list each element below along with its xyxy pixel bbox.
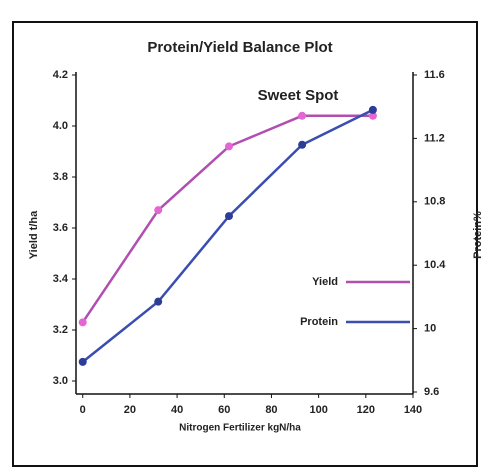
point [78, 357, 87, 366]
point [154, 206, 163, 215]
x-tick-label: 100 [309, 404, 327, 416]
x-tick-label: 60 [218, 404, 230, 416]
y2-tick-label: 9.6 [424, 386, 439, 398]
y2-axis-label: Protein% [472, 211, 484, 259]
y-tick-label: 3.6 [53, 222, 68, 234]
x-tick-label: 40 [171, 404, 183, 416]
y-tick-label: 3.2 [53, 324, 68, 336]
y-tick-label: 3.0 [53, 375, 68, 387]
x-axis-label: Nitrogen Fertilizer kgN/ha [179, 423, 301, 434]
y2-tick-label: 11.2 [424, 132, 445, 144]
x-tick-label: 140 [404, 404, 422, 416]
point [154, 297, 163, 306]
y-tick-label: 4.0 [53, 120, 68, 132]
x-tick-label: 0 [80, 404, 86, 416]
point [224, 212, 233, 221]
point [368, 105, 377, 114]
frame [12, 21, 478, 467]
y-tick-label: 4.2 [53, 69, 68, 81]
y2-tick-label: 11.6 [424, 69, 445, 81]
point [298, 111, 307, 120]
point [298, 140, 307, 149]
y-tick-label: 3.4 [53, 273, 69, 285]
x-tick-label: 80 [265, 404, 277, 416]
y-tick-label: 3.8 [53, 171, 68, 183]
point [78, 318, 87, 327]
x-tick-label: 20 [124, 404, 136, 416]
legend-label: Protein [300, 316, 338, 328]
point [224, 142, 233, 151]
legend-label: Yield [312, 276, 338, 288]
chart-title: Protein/Yield Balance Plot [147, 39, 332, 56]
x-tick-label: 120 [357, 404, 375, 416]
y2-tick-label: 10 [424, 323, 436, 335]
point [368, 111, 377, 120]
y-axis-label: Yield t/ha [28, 210, 40, 259]
annotation: Sweet Spot [258, 87, 339, 104]
y2-tick-label: 10.8 [424, 196, 445, 208]
y2-tick-label: 10.4 [424, 259, 446, 271]
